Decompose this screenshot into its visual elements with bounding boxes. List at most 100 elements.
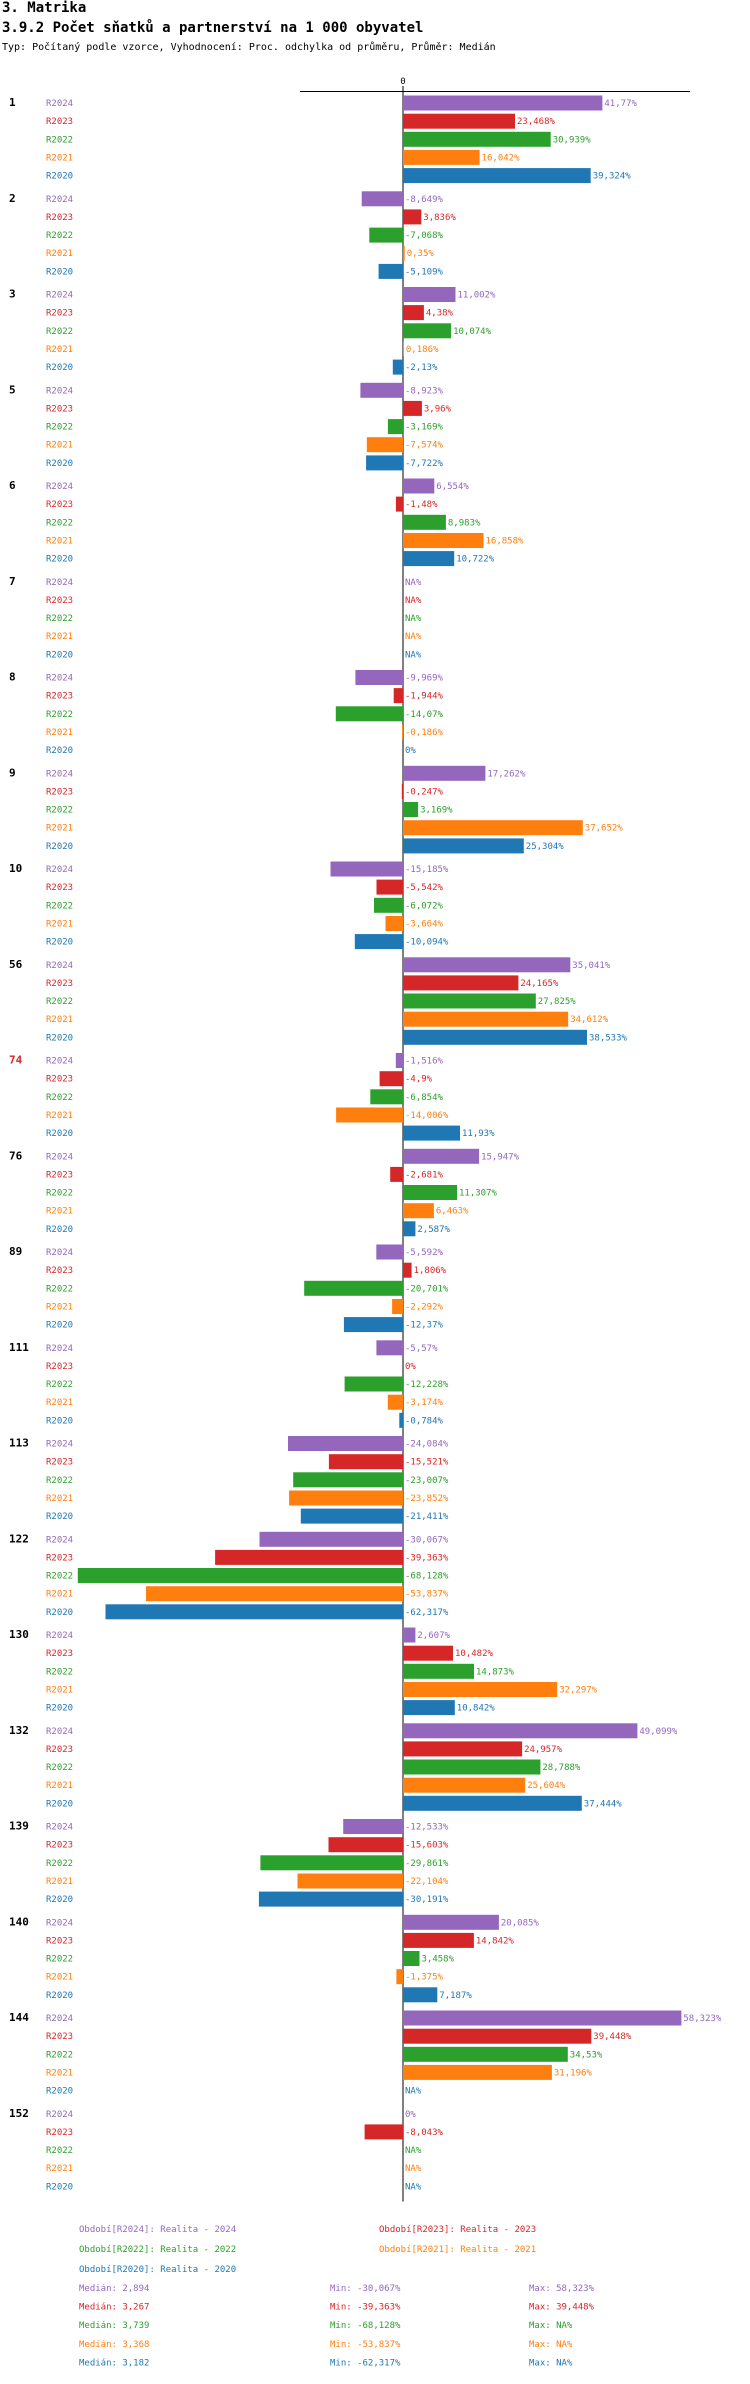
value-label: 35,041% [572,961,611,971]
value-label: 34,612% [570,1015,609,1025]
series-label: R2023 [46,1170,73,1180]
value-label: -5,542% [405,883,444,893]
series-label: R2021 [46,1781,73,1791]
data-bar [376,1340,403,1356]
series-label: R2020 [46,1608,73,1618]
series-label: R2024 [46,674,73,684]
data-bar [385,916,403,931]
series-label: R2023 [46,1841,73,1851]
series-label: R2020 [46,363,73,373]
data-bar [403,305,424,321]
series-label: R2024 [46,2110,73,2120]
series-label: R2022 [46,1380,73,1390]
series-label: R2024 [46,291,73,301]
series-label: R2024 [46,1057,73,1067]
data-bar [403,2064,552,2080]
value-label: 3,458% [422,1955,455,1965]
data-bar [328,1837,403,1853]
value-label: -23,007% [405,1476,449,1486]
data-bar [403,1645,453,1661]
series-label: R2020 [46,1704,73,1714]
series-label: R2020 [46,842,73,852]
value-label: -53,837% [405,1590,449,1600]
series-label: R2020 [46,267,73,277]
series-label: R2023 [46,1266,73,1276]
value-label: 6,554% [436,482,469,492]
stat-median: Medián: 3,368 [79,2340,149,2350]
series-label: R2020 [46,1991,73,2001]
data-bar [361,191,403,207]
series-label: R2022 [46,614,73,624]
series-label: R2023 [46,979,73,989]
data-bar [401,783,403,799]
series-label: R2023 [46,1458,73,1468]
stat-max: Max: NA% [529,2340,573,2350]
data-bar [403,1987,438,2003]
data-bar [335,706,403,722]
series-label: R2024 [46,195,73,205]
value-label: -30,191% [405,1895,449,1905]
value-label: NA% [405,2146,422,2156]
value-label: -1,944% [405,692,444,702]
series-label: R2021 [46,1877,73,1887]
series-label: R2023 [46,500,73,510]
data-bar [288,1436,403,1451]
data-bar [300,1508,403,1524]
series-label: R2022 [46,2050,73,2060]
data-bar [392,1299,403,1314]
series-label: R2021 [46,632,73,642]
value-label: 58,323% [683,2014,722,2024]
data-bar [403,1723,638,1739]
series-label: R2023 [46,1553,73,1563]
data-bar [330,861,403,877]
value-label: 6,463% [436,1207,469,1217]
value-label: -14,006% [405,1111,449,1121]
value-label: 0% [405,746,416,756]
data-bar [403,1759,541,1775]
series-label: R2022 [46,1955,73,1965]
stat-min: Min: -53,837% [330,2340,401,2350]
value-label: 28,788% [542,1763,581,1773]
value-label: 10,074% [453,327,492,337]
data-bar [403,131,551,147]
data-bar [304,1280,403,1296]
data-bar [293,1472,403,1488]
series-label: R2022 [46,423,73,433]
data-bar [376,879,403,895]
value-label: 25,604% [527,1781,566,1791]
group-label: 144 [9,2011,29,2024]
series-label: R2023 [46,1075,73,1085]
value-label: -15,185% [405,865,449,875]
value-label: -1,516% [405,1057,444,1067]
series-label: R2021 [46,2164,73,2174]
data-bar [395,496,403,512]
group-label: 152 [9,2107,29,2120]
value-label: -1,375% [405,1973,444,1983]
data-bar [403,95,603,111]
data-bar [403,1185,457,1200]
value-label: -15,521% [405,1458,449,1468]
data-bar [403,957,571,973]
data-bar [378,263,403,279]
chart-title: 3.9.2 Počet sňatků a partnerství na 1 00… [2,20,424,36]
value-label: -22,104% [405,1877,449,1887]
value-label: 37,652% [585,824,624,834]
data-bar [403,838,524,854]
value-label: 0,186% [406,345,439,355]
value-label: 49,099% [639,1727,678,1737]
series-label: R2022 [46,1093,73,1103]
data-bar [403,1262,412,1278]
series-label: R2024 [46,578,73,588]
value-label: 14,842% [476,1936,515,1946]
series-label: R2020 [46,2182,73,2192]
value-label: -12,228% [405,1380,449,1390]
stat-max: Max: NA% [529,2358,573,2368]
data-bar [390,1166,403,1182]
data-bar [403,1203,434,1219]
value-label: 20,085% [501,1918,540,1928]
series-label: R2020 [46,2087,73,2097]
value-label: 41,77% [604,99,637,109]
series-label: R2023 [46,1936,73,1946]
stat-median: Medián: 3,739 [79,2321,149,2331]
group-label: 89 [9,1245,22,1258]
